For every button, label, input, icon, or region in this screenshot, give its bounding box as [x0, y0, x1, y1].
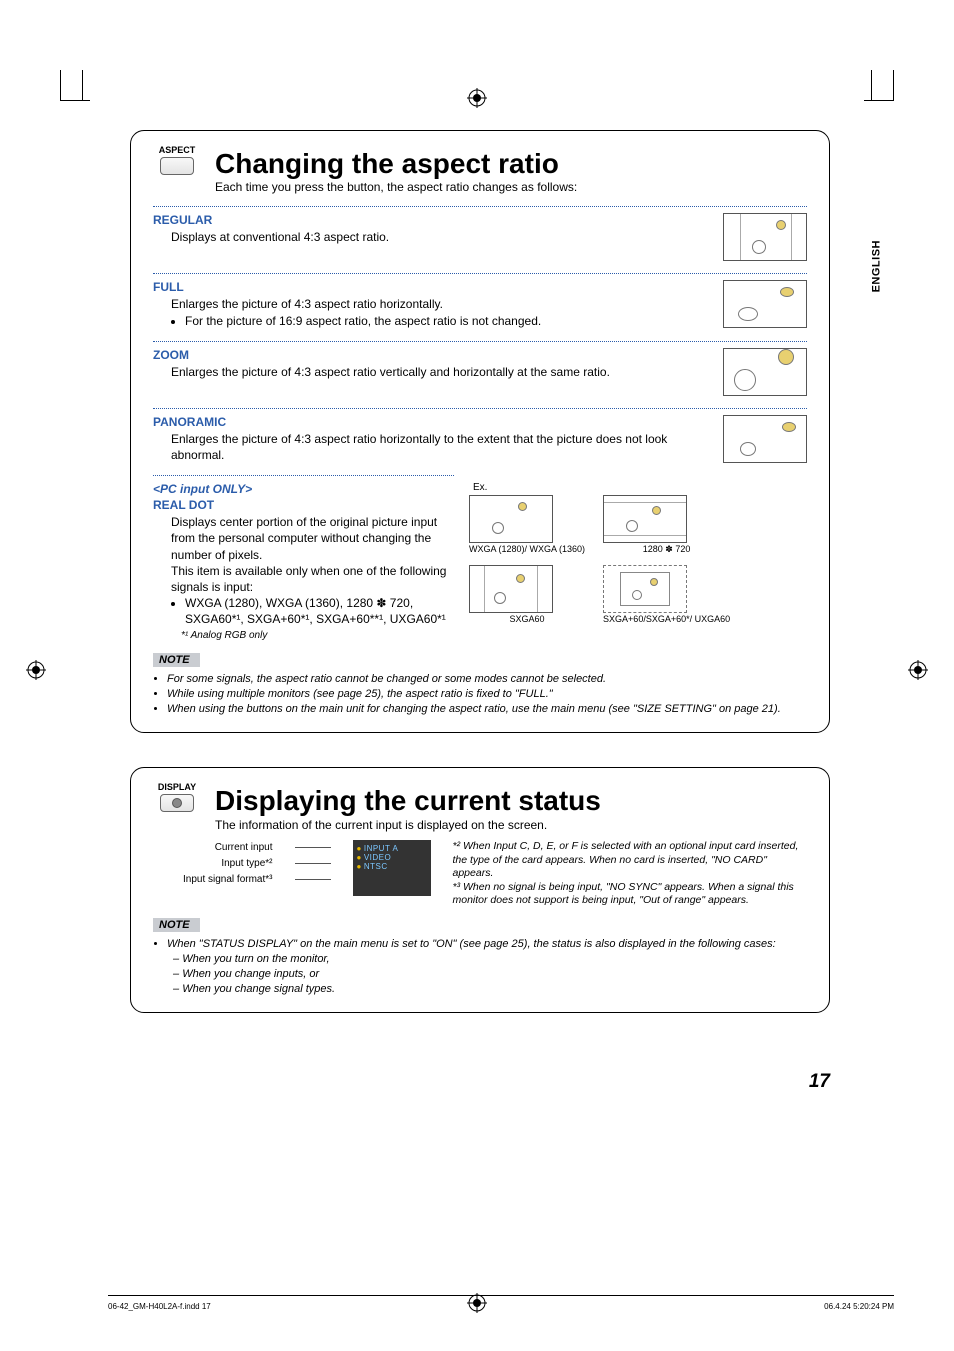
display-button-label: DISPLAY — [153, 782, 201, 792]
mode-text: Enlarges the picture of 4:3 aspect ratio… — [171, 296, 707, 312]
caption: SXGA60 — [469, 615, 585, 625]
example-label: Ex. — [469, 482, 730, 493]
mode-heading: FULL — [153, 280, 707, 294]
keycap-icon — [160, 794, 194, 812]
mode-bullet: For the picture of 16:9 aspect ratio, th… — [185, 313, 707, 329]
info-icon — [172, 798, 182, 808]
mode-heading: PANORAMIC — [153, 415, 707, 429]
aspect-panel: ASPECT Changing the aspect ratio Each ti… — [130, 130, 830, 733]
note-dash: When you change inputs, or — [173, 967, 807, 982]
note-heading: NOTE — [153, 653, 200, 667]
group-heading: <PC input ONLY> — [153, 482, 453, 496]
mode-text: Enlarges the picture of 4:3 aspect ratio… — [171, 364, 707, 380]
keycap-icon — [160, 157, 194, 175]
display-title: Displaying the current status — [215, 786, 807, 815]
note-item: When using the buttons on the main unit … — [167, 702, 807, 717]
crop-mark — [60, 100, 90, 101]
registration-mark-top — [467, 88, 487, 108]
mode-full: FULL Enlarges the picture of 4:3 aspect … — [153, 280, 807, 328]
caption: SXGA+60/SXGA+60*/ UXGA60 — [603, 615, 730, 625]
mode-text: Displays center portion of the original … — [171, 514, 453, 563]
label-input-type: Input type*² — [183, 856, 273, 872]
divider — [153, 341, 807, 342]
mode-heading: REAL DOT — [153, 498, 453, 512]
registration-mark-bottom — [467, 1293, 487, 1313]
crop-mark — [864, 100, 894, 101]
illustration-grid: WXGA (1280)/ WXGA (1360) 1280 ✽ 720 — [469, 495, 730, 625]
footer-file: 06-42_GM-H40L2A-f.indd 17 — [108, 1302, 211, 1311]
divider — [153, 273, 807, 274]
mode-heading: REGULAR — [153, 213, 707, 227]
caption: 1280 ✽ 720 — [603, 545, 730, 555]
registration-mark-right — [908, 660, 928, 680]
footnote: *¹ Analog RGB only — [181, 629, 453, 643]
registration-mark-left — [26, 660, 46, 680]
note-lead: When "STATUS DISPLAY" on the main menu i… — [167, 937, 807, 952]
illustration-sxga-plus — [603, 565, 687, 613]
aspect-button-label: ASPECT — [153, 145, 201, 155]
aspect-button-icon: ASPECT — [153, 145, 201, 175]
mode-regular: REGULAR Displays at conventional 4:3 asp… — [153, 213, 807, 261]
mode-text: This item is available only when one of … — [171, 563, 453, 595]
status-footnotes: *² When Input C, D, E, or F is selected … — [453, 840, 808, 908]
leader-lines — [295, 840, 331, 896]
crop-mark — [893, 70, 894, 100]
screen-line: NTSC — [364, 862, 388, 871]
status-screen: ●INPUT A ●VIDEO ●NTSC — [353, 840, 431, 896]
note-body: When "STATUS DISPLAY" on the main menu i… — [153, 937, 807, 996]
status-diagram: Current input Input type*² Input signal … — [183, 840, 807, 908]
illustration-sxga60 — [469, 565, 553, 613]
footnote-3: *³ When no signal is being input, "NO SY… — [453, 881, 808, 908]
mode-text: Displays at conventional 4:3 aspect rati… — [171, 229, 707, 245]
mode-panoramic: PANORAMIC Enlarges the picture of 4:3 as… — [153, 415, 807, 463]
note-item: While using multiple monitors (see page … — [167, 687, 807, 702]
note-heading: NOTE — [153, 918, 200, 932]
label-current-input: Current input — [183, 840, 273, 856]
note-item: For some signals, the aspect ratio canno… — [167, 672, 807, 687]
screen-line: INPUT A — [364, 844, 398, 853]
illustration-panoramic — [723, 415, 807, 463]
mode-heading: ZOOM — [153, 348, 707, 362]
display-button-icon: DISPLAY — [153, 782, 201, 812]
display-panel: DISPLAY Displaying the current status Th… — [130, 767, 830, 1013]
crop-mark — [871, 70, 872, 100]
illustration-regular — [723, 213, 807, 261]
crop-mark — [60, 70, 61, 100]
crop-mark — [82, 70, 83, 100]
page-number: 17 — [809, 1071, 830, 1093]
page-content: ENGLISH ASPECT Changing the aspect ratio… — [130, 130, 830, 1047]
illustration-zoom — [723, 348, 807, 396]
illustration-full — [723, 280, 807, 328]
status-labels: Current input Input type*² Input signal … — [183, 840, 273, 888]
note-dash: When you change signal types. — [173, 982, 807, 997]
caption: WXGA (1280)/ WXGA (1360) — [469, 545, 585, 555]
mode-zoom: ZOOM Enlarges the picture of 4:3 aspect … — [153, 348, 807, 396]
label-input-signal: Input signal format*³ — [183, 872, 273, 888]
screen-line: VIDEO — [364, 853, 391, 862]
mode-text: Enlarges the picture of 4:3 aspect ratio… — [171, 431, 707, 463]
divider — [153, 206, 807, 207]
aspect-title: Changing the aspect ratio — [215, 149, 807, 178]
footnote-2: *² When Input C, D, E, or F is selected … — [453, 840, 808, 881]
divider — [153, 408, 807, 409]
language-tab: ENGLISH — [870, 240, 882, 292]
footer-timestamp: 06.4.24 5:20:24 PM — [824, 1302, 894, 1311]
display-subtitle: The information of the current input is … — [215, 818, 807, 832]
divider-short — [153, 475, 454, 476]
mode-realdot: <PC input ONLY> REAL DOT Displays center… — [153, 482, 807, 643]
illustration-wxga — [469, 495, 553, 543]
mode-bullet: WXGA (1280), WXGA (1360), 1280 ✽ 720, SX… — [185, 595, 453, 627]
note-dash: When you turn on the monitor, — [173, 952, 807, 967]
illustration-1280x720 — [603, 495, 687, 543]
aspect-subtitle: Each time you press the button, the aspe… — [215, 180, 807, 194]
footer-rule — [108, 1295, 894, 1296]
note-body: For some signals, the aspect ratio canno… — [153, 672, 807, 717]
